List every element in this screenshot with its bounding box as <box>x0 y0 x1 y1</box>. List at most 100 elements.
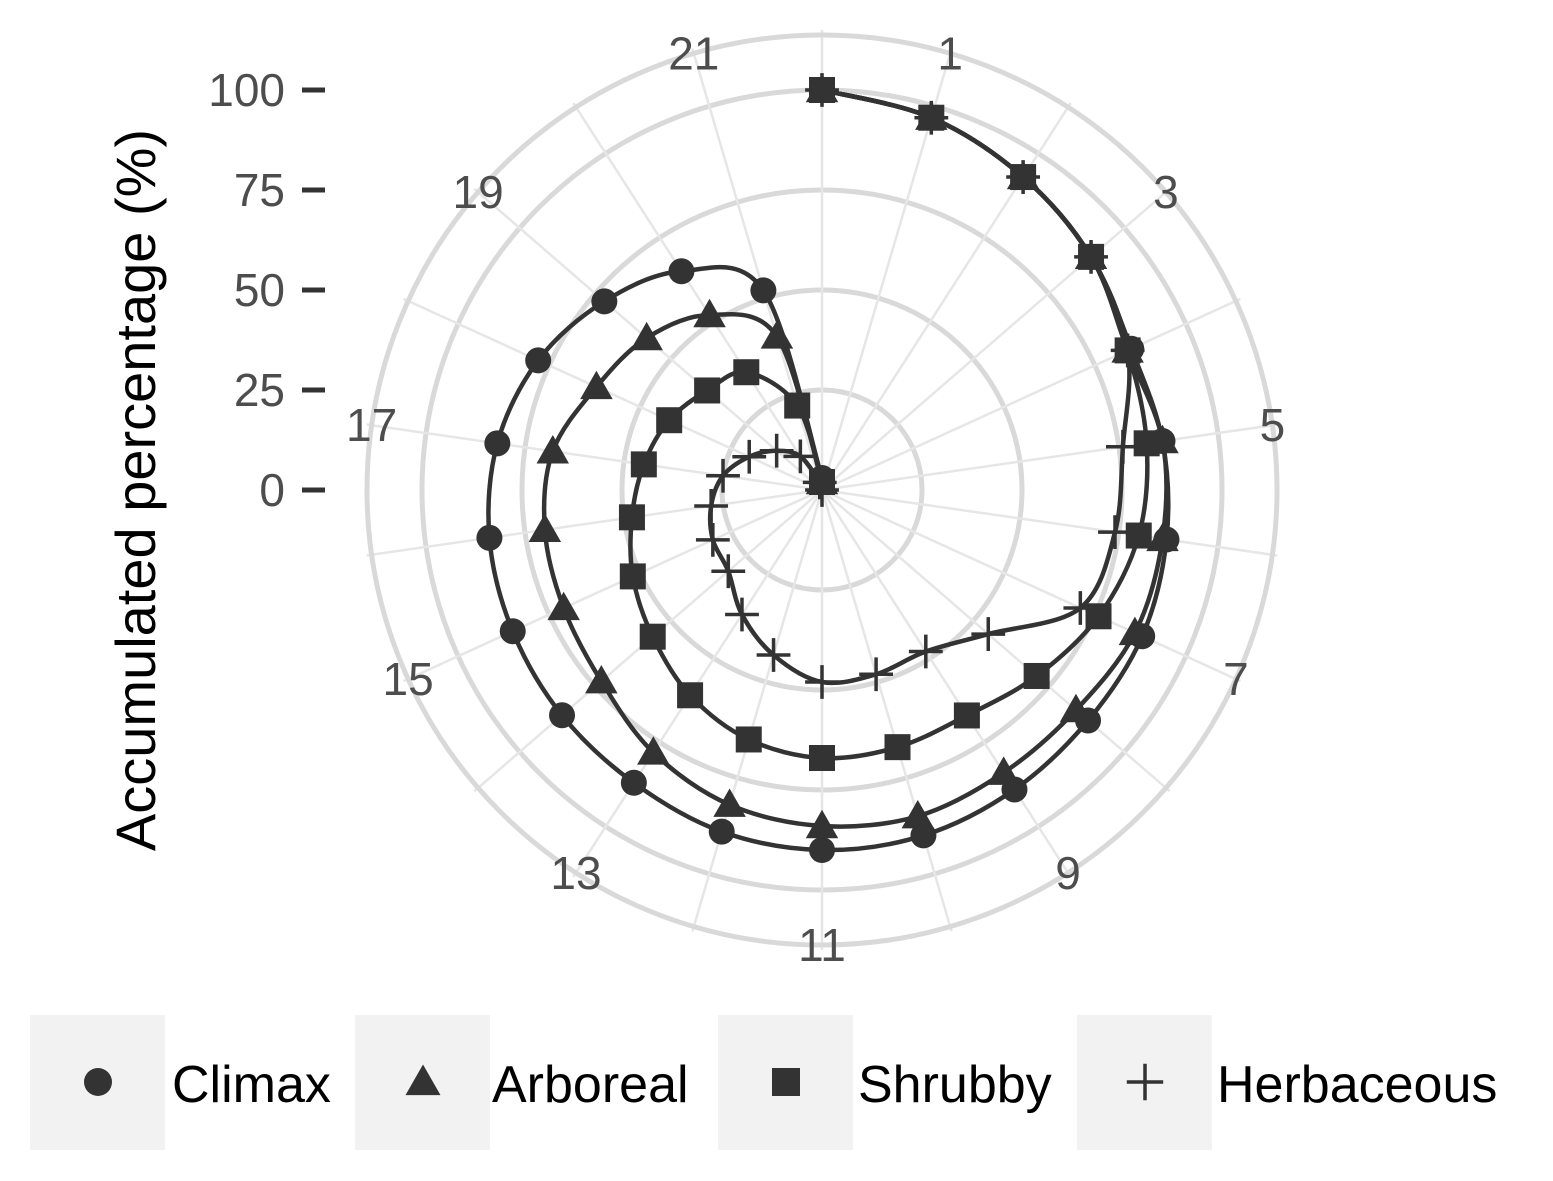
data-point-herbaceous <box>1074 239 1108 274</box>
data-point-herbaceous <box>805 665 839 699</box>
data-point-shrubby <box>656 407 683 434</box>
grid-spoke <box>821 187 1171 491</box>
data-point-shrubby <box>1133 430 1160 457</box>
legend-label-climax: Climax <box>172 1056 331 1114</box>
data-point-herbaceous <box>805 73 839 107</box>
y-axis-label: Accumulated percentage (%) <box>104 129 167 851</box>
data-point-climax <box>499 618 526 645</box>
legend-item-climax[interactable]: Climax <box>30 1015 331 1150</box>
legend-label-herbaceous: Herbaceous <box>1217 1056 1497 1114</box>
data-point-shrubby <box>884 734 911 761</box>
data-point-arboreal <box>1146 522 1179 552</box>
angle-tick-label: 9 <box>1055 847 1081 899</box>
angle-tick-label: 3 <box>1153 166 1179 218</box>
data-point-herbaceous <box>1063 591 1098 625</box>
legend-marker-herbaceous <box>1126 1063 1164 1101</box>
grid-ring-outer <box>364 32 1280 948</box>
data-point-herbaceous <box>759 433 794 468</box>
legend: Climax Arboreal Shrubby Herbaceous <box>30 1015 1497 1150</box>
data-point-herbaceous <box>1110 333 1145 368</box>
data-point-herbaceous <box>695 522 730 557</box>
angle-tick-label: 11 <box>798 919 846 971</box>
legend-marker-climax <box>84 1068 112 1096</box>
legend-marker-shrubby <box>772 1068 800 1096</box>
data-point-arboreal <box>630 321 663 351</box>
data-point-arboreal <box>585 664 618 694</box>
grid-spoke <box>821 488 1278 557</box>
grid-spoke <box>572 102 824 491</box>
data-point-arboreal <box>1118 616 1152 646</box>
data-point-shrubby <box>784 392 811 419</box>
series <box>476 73 1180 863</box>
angle-tick-label: 19 <box>453 166 504 218</box>
data-point-arboreal <box>1059 693 1093 723</box>
data-point-shrubby <box>1125 522 1152 549</box>
data-point-herbaceous <box>732 439 767 474</box>
legend-item-shrubby[interactable]: Shrubby <box>718 1015 1052 1150</box>
angle-tick-label: 5 <box>1260 399 1286 451</box>
grid-spoke <box>821 297 1241 492</box>
data-point-shrubby <box>639 623 666 650</box>
data-point-climax <box>668 258 695 285</box>
data-point-arboreal <box>901 799 935 829</box>
grid-spoke <box>821 423 1278 492</box>
data-point-herbaceous <box>756 638 791 672</box>
angle-tick-label: 21 <box>668 27 719 79</box>
data-point-herbaceous <box>1006 160 1041 194</box>
data-point-climax <box>484 430 511 457</box>
data-point-arboreal <box>637 736 670 765</box>
y-tick-label: 50 <box>234 264 285 316</box>
data-point-herbaceous <box>1098 515 1132 550</box>
data-point-herbaceous <box>805 473 839 507</box>
data-point-herbaceous <box>802 465 837 500</box>
data-point-herbaceous <box>908 634 943 669</box>
y-tick-label: 100 <box>208 64 285 116</box>
grid-spoke <box>821 489 1171 793</box>
grid <box>364 30 1280 950</box>
data-point-climax <box>809 837 835 863</box>
y-tick-label: 25 <box>234 364 285 416</box>
data-point-arboreal <box>693 298 726 328</box>
data-point-herbaceous <box>694 489 729 523</box>
data-point-climax <box>620 769 647 796</box>
data-point-climax <box>910 822 937 849</box>
data-point-herbaceous <box>971 617 1006 651</box>
data-point-arboreal <box>805 809 839 839</box>
grid-spoke <box>366 488 823 557</box>
data-point-climax <box>476 524 503 551</box>
grid-spoke <box>821 488 1241 683</box>
series-line-herbaceous <box>707 87 1132 686</box>
grid-spoke <box>691 489 824 932</box>
legend-item-herbaceous[interactable]: Herbaceous <box>1077 1015 1497 1150</box>
y-axis: Accumulated percentage (%) 0 25 50 75 100 <box>104 64 325 851</box>
data-point-climax <box>525 347 552 374</box>
legend-label-shrubby: Shrubby <box>858 1056 1052 1114</box>
y-tick-label: 75 <box>234 164 285 216</box>
legend-marker-arboreal <box>405 1064 441 1096</box>
data-point-shrubby <box>694 377 721 404</box>
data-point-herbaceous <box>783 439 818 474</box>
angle-tick-label: 7 <box>1223 653 1249 705</box>
data-point-herbaceous <box>1106 429 1140 464</box>
data-point-shrubby <box>619 563 646 590</box>
data-point-shrubby <box>1023 662 1050 689</box>
data-point-climax <box>549 702 576 729</box>
angle-tick-label: 15 <box>383 653 434 705</box>
y-tick-label: 0 <box>259 464 285 516</box>
legend-label-arboreal: Arboreal <box>492 1056 689 1114</box>
angle-tick-label: 13 <box>550 847 601 899</box>
legend-item-arboreal[interactable]: Arboreal <box>355 1015 689 1150</box>
angle-tick-label: 17 <box>346 399 397 451</box>
data-point-herbaceous <box>914 100 949 135</box>
data-point-climax <box>708 818 735 845</box>
data-point-herbaceous <box>711 554 746 589</box>
data-point-arboreal <box>760 320 794 349</box>
data-point-herbaceous <box>725 597 759 632</box>
angle-tick-label: 1 <box>937 27 963 79</box>
data-point-arboreal <box>547 591 580 621</box>
data-point-climax <box>591 288 618 315</box>
data-point-climax <box>750 277 777 304</box>
